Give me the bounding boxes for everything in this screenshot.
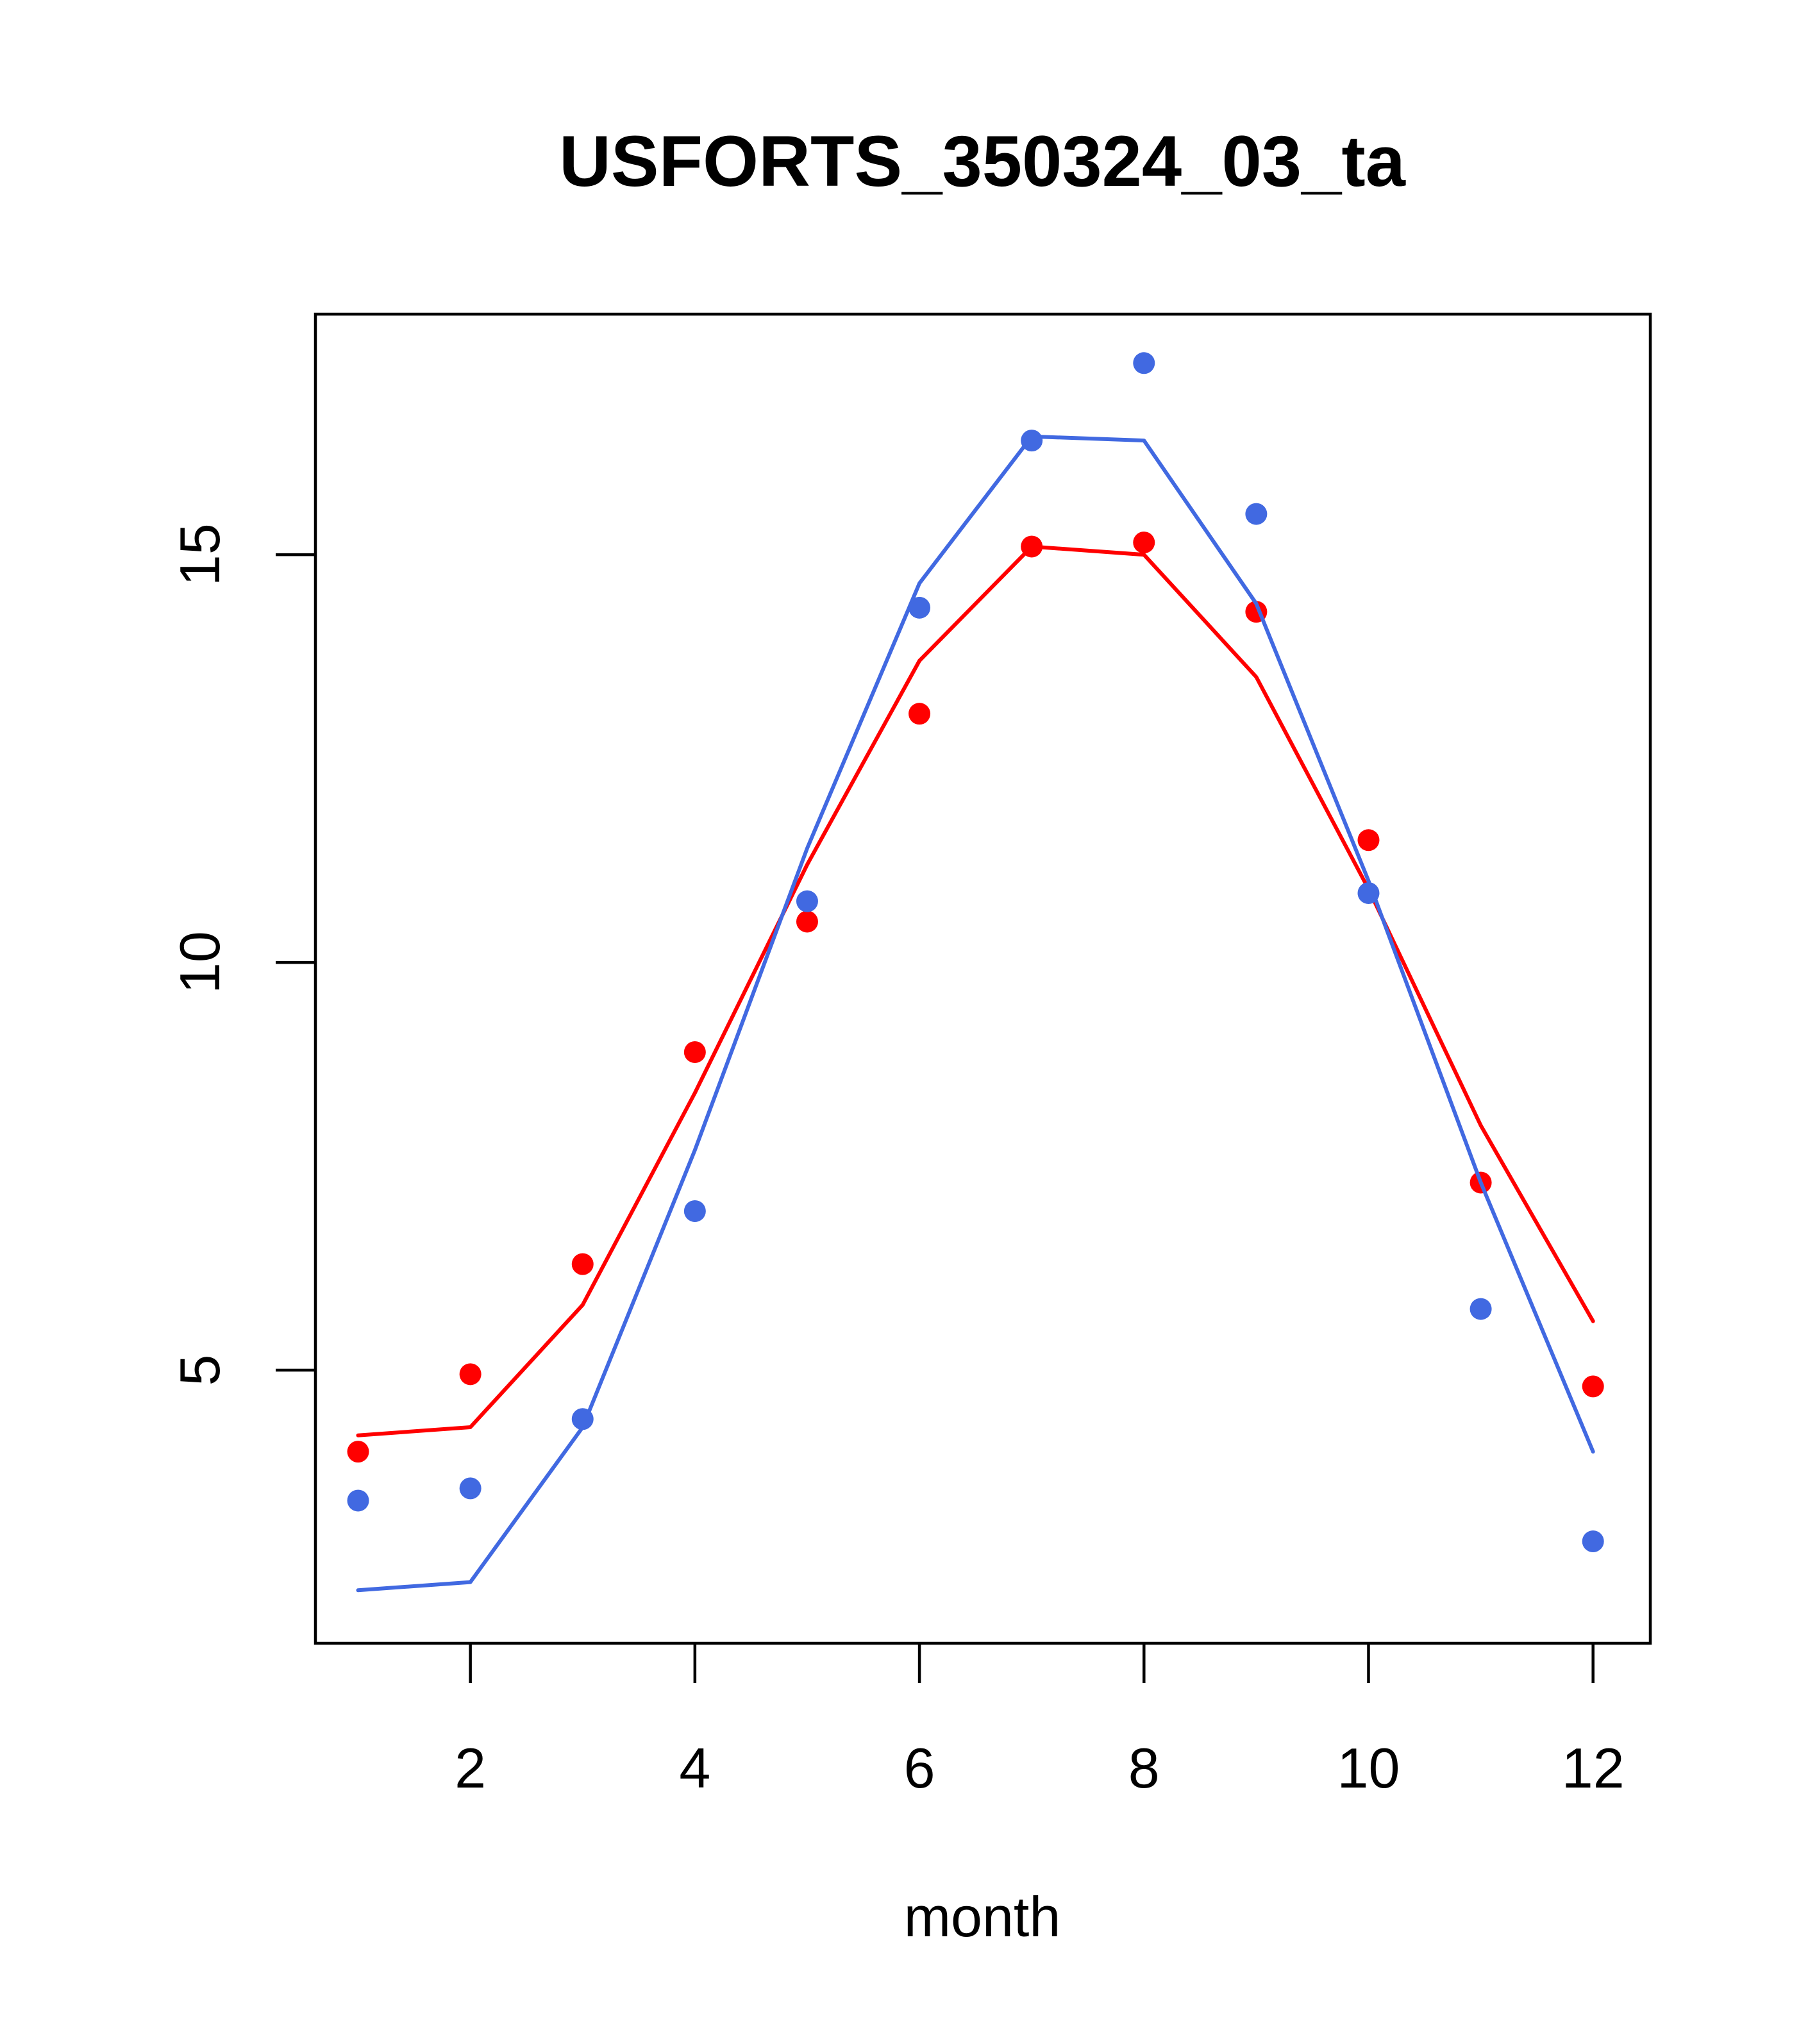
- series-2-point: [1582, 1530, 1604, 1553]
- series-2-point: [347, 1489, 369, 1512]
- series-1-point: [1133, 532, 1155, 554]
- series-1-point: [683, 1041, 706, 1063]
- series-2-point: [796, 890, 818, 912]
- x-tick-label: 10: [1337, 1736, 1400, 1800]
- series-1-point: [347, 1441, 369, 1463]
- series-layer: [347, 352, 1604, 1593]
- x-axis-label: month: [904, 1885, 1061, 1948]
- y-tick-label: 10: [168, 931, 231, 994]
- series-1-point: [1357, 829, 1380, 851]
- y-tick-label: 5: [168, 1354, 231, 1386]
- series-2-point: [1357, 882, 1380, 904]
- series-1-point: [571, 1253, 594, 1275]
- chart-title: USFORTS_350324_03_ta: [559, 121, 1406, 201]
- series-2-point: [1133, 352, 1155, 374]
- x-axis: 2 4 6 8 10 12: [455, 1643, 1625, 1800]
- x-tick-label: 4: [679, 1736, 710, 1800]
- y-axis: 5 10 15: [168, 523, 315, 1386]
- series-1-point: [1021, 535, 1043, 558]
- x-tick-label: 8: [1128, 1736, 1160, 1800]
- series-2-point: [683, 1200, 706, 1222]
- series-2-point: [908, 596, 931, 619]
- series-2-point: [1245, 503, 1268, 525]
- x-tick-label: 6: [904, 1736, 935, 1800]
- series-1-point: [796, 910, 818, 933]
- plot-frame: [314, 312, 1652, 1645]
- series-2-point: [1021, 430, 1043, 452]
- series-2-point: [459, 1477, 481, 1500]
- series-2-point: [1470, 1298, 1492, 1320]
- series-2-point: [571, 1408, 594, 1430]
- series-1-point: [908, 703, 931, 725]
- x-tick-label: 2: [455, 1736, 486, 1800]
- y-tick-label: 15: [168, 523, 231, 586]
- series-1-point: [1582, 1375, 1604, 1398]
- series-2-line: [356, 434, 1595, 1593]
- x-tick-label: 12: [1562, 1736, 1625, 1800]
- series-1-point: [459, 1363, 481, 1386]
